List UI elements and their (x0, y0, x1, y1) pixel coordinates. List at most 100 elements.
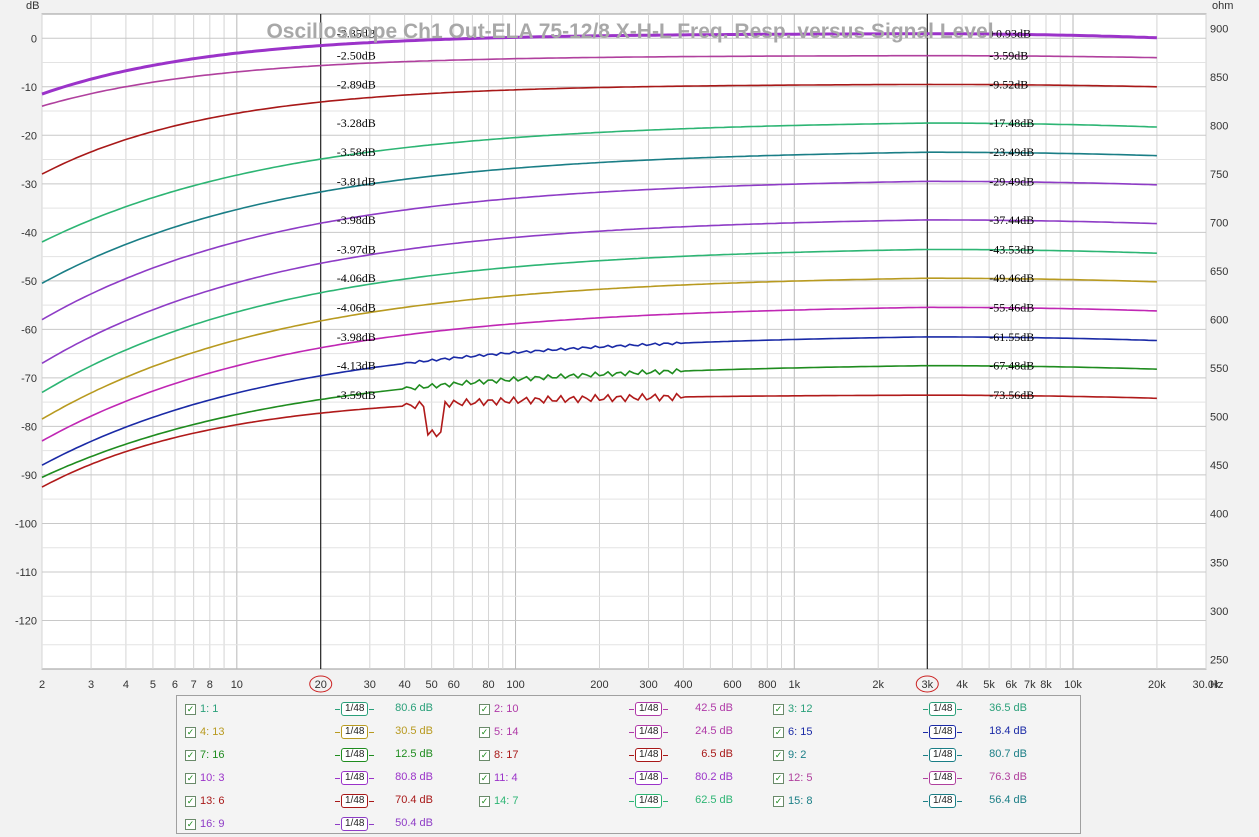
y2-tick-label: 400 (1210, 509, 1228, 521)
cursor-20-label: -3.58dB (337, 145, 376, 159)
y2-tick-label: 750 (1210, 169, 1228, 181)
cursor-20-label: -2.89dB (337, 77, 376, 91)
legend-checkbox[interactable]: ✓ (479, 704, 490, 715)
legend-item[interactable]: ✓10: 3 (185, 770, 224, 786)
legend-checkbox[interactable]: ✓ (773, 773, 784, 784)
legend-checkbox[interactable]: ✓ (185, 819, 196, 830)
legend-smoothing[interactable]: 1/48 (335, 771, 374, 785)
y2-tick-label: 650 (1210, 266, 1228, 278)
y-tick-label: -70 (21, 373, 37, 385)
legend-item[interactable]: ✓8: 17 (479, 747, 518, 763)
legend-smoothing[interactable]: 1/48 (923, 748, 962, 762)
legend-item[interactable]: ✓2: 10 (479, 701, 518, 717)
y-tick-label: -120 (15, 615, 37, 627)
legend-smoothing[interactable]: 1/48 (335, 702, 374, 716)
cursor-3k-label: -73.56dB (989, 388, 1034, 402)
cursor-3k-label: -23.49dB (989, 145, 1034, 159)
legend-checkbox[interactable]: ✓ (185, 750, 196, 761)
cursor-3k-label: -29.49dB (989, 174, 1034, 188)
y-tick-label: -30 (21, 179, 37, 191)
cursor-3k-label: -55.46dB (989, 300, 1034, 314)
x-tick-label: 6k (1005, 679, 1017, 691)
cursor-3k-label: -17.48dB (989, 116, 1034, 130)
legend-item[interactable]: ✓ 6: 15 (773, 724, 812, 740)
legend-series-name: 6: 15 (788, 726, 812, 738)
legend-smoothing[interactable]: 1/48 (923, 771, 962, 785)
legend-smoothing[interactable]: 1/48 (923, 702, 962, 716)
legend-smoothing[interactable]: 1/48 (335, 794, 374, 808)
legend-item[interactable]: ✓ 14: 7 (479, 793, 518, 809)
y2-tick-label: 600 (1210, 315, 1228, 327)
y-tick-label: 0 (31, 33, 37, 45)
x-tick-label: 2 (39, 679, 45, 691)
legend-item[interactable]: ✓11: 4 (479, 770, 518, 786)
legend-smoothing[interactable]: 1/48 (923, 794, 962, 808)
legend-value: 50.4 dB (373, 817, 433, 829)
legend-item[interactable]: ✓ 16: 9 (185, 816, 224, 832)
y2-tick-label: 900 (1210, 24, 1228, 36)
legend-checkbox[interactable]: ✓ (185, 727, 196, 738)
legend-value: 62.5 dB (673, 794, 733, 806)
y-tick-label: -80 (21, 421, 37, 433)
legend-series-name: 3: 12 (788, 703, 812, 715)
legend-value: 80.7 dB (967, 748, 1027, 760)
legend-item[interactable]: ✓5: 14 (479, 724, 518, 740)
legend-smoothing[interactable]: 1/48 (335, 817, 374, 831)
legend-smoothing[interactable]: 1/48 (629, 794, 668, 808)
y2-tick-label: 800 (1210, 121, 1228, 133)
y-tick-label: -100 (15, 518, 37, 530)
legend-checkbox[interactable]: ✓ (479, 750, 490, 761)
legend-series-name: 14: 7 (494, 795, 518, 807)
legend-smoothing[interactable]: 1/48 (629, 725, 668, 739)
legend-value: 24.5 dB (673, 725, 733, 737)
legend-item[interactable]: ✓7: 16 (185, 747, 224, 763)
x-tick-label: 10 (231, 679, 243, 691)
x-tick-label: 2k (872, 679, 884, 691)
y-axis-unit: dB (26, 0, 39, 12)
legend-smoothing[interactable]: 1/48 (629, 702, 668, 716)
legend-smoothing[interactable]: 1/48 (335, 748, 374, 762)
legend-value: 30.5 dB (373, 725, 433, 737)
legend-item[interactable]: ✓4: 13 (185, 724, 224, 740)
x-tick-label: 5 (150, 679, 156, 691)
x-tick-label: 6 (172, 679, 178, 691)
legend-checkbox[interactable]: ✓ (479, 727, 490, 738)
x-tick-label: 4 (123, 679, 129, 691)
legend-item[interactable]: ✓1: 1 (185, 701, 218, 717)
cursor-3k-label: -9.52dB (989, 77, 1028, 91)
legend-item[interactable]: ✓ 3: 12 (773, 701, 812, 717)
legend-item[interactable]: ✓9: 2 (773, 747, 806, 763)
cursor-3k-label: -37.44dB (989, 213, 1034, 227)
legend-checkbox[interactable]: ✓ (773, 727, 784, 738)
legend-checkbox[interactable]: ✓ (185, 796, 196, 807)
x-tick-label: 800 (758, 679, 776, 691)
legend-checkbox[interactable]: ✓ (479, 773, 490, 784)
y2-tick-label: 300 (1210, 606, 1228, 618)
cursor-3k-label: -67.48dB (989, 359, 1034, 373)
legend-smoothing[interactable]: 1/48 (335, 725, 374, 739)
y-tick-label: -10 (21, 82, 37, 94)
legend-series-name: 16: 9 (200, 818, 224, 830)
legend-item[interactable]: ✓13: 6 (185, 793, 224, 809)
legend-item[interactable]: ✓12: 5 (773, 770, 812, 786)
x-tick-label: 50 (426, 679, 438, 691)
legend-smoothing[interactable]: 1/48 (629, 771, 668, 785)
legend-value: 18.4 dB (967, 725, 1027, 737)
legend-smoothing[interactable]: 1/48 (923, 725, 962, 739)
legend-item[interactable]: ✓15: 8 (773, 793, 812, 809)
x-tick-label: 3 (88, 679, 94, 691)
legend-checkbox[interactable]: ✓ (773, 796, 784, 807)
cursor-20-label: -4.06dB (337, 300, 376, 314)
legend-checkbox[interactable]: ✓ (185, 704, 196, 715)
legend-checkbox[interactable]: ✓ (773, 750, 784, 761)
legend-checkbox[interactable]: ✓ (773, 704, 784, 715)
legend-checkbox[interactable]: ✓ (479, 796, 490, 807)
x-tick-label: 30 (364, 679, 376, 691)
cursor-20-label: -3.98dB (337, 330, 376, 344)
cursor-20-label: -3.97dB (337, 242, 376, 256)
x-tick-label: 8 (207, 679, 213, 691)
legend-checkbox[interactable]: ✓ (185, 773, 196, 784)
cursor-20-label: -3.81dB (337, 174, 376, 188)
x-tick-label: 600 (723, 679, 741, 691)
legend-smoothing[interactable]: 1/48 (629, 748, 668, 762)
